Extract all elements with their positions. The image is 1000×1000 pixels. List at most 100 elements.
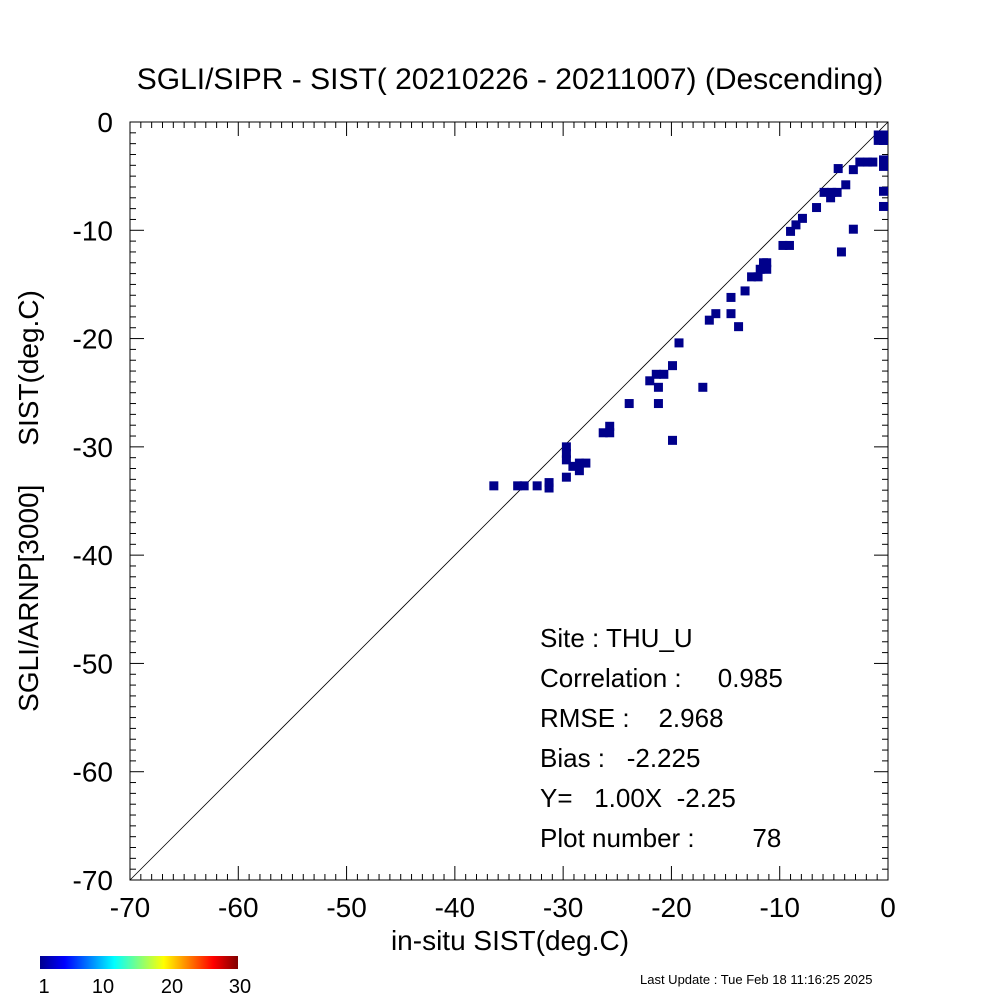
y-tick-label: -30 xyxy=(73,432,113,463)
data-point xyxy=(704,315,714,325)
stat-line: Y= 1.00X -2.25 xyxy=(540,783,736,813)
y-tick-label: 0 xyxy=(97,107,113,138)
data-point xyxy=(605,421,615,431)
x-tick-label: -10 xyxy=(759,892,799,923)
colorbar-tick-label: 1 xyxy=(38,976,49,998)
data-point xyxy=(755,264,765,274)
y-tick-label: -20 xyxy=(73,324,113,355)
data-point xyxy=(873,130,883,140)
y-tick-label: -10 xyxy=(73,215,113,246)
major-ticks xyxy=(129,121,889,881)
data-point xyxy=(568,461,578,471)
data-point xyxy=(848,224,858,234)
last-update-text: Last Update : Tue Feb 18 11:16:25 2025 xyxy=(640,972,873,987)
x-tick-label: -60 xyxy=(218,892,258,923)
tick-labels: -70 -60 -50 -40 -30 -20 -10 0 -70 -60 -50 -40 -30 -20… xyxy=(73,107,896,923)
stat-line: Bias : -2.225 xyxy=(540,743,700,773)
stat-line: Correlation : 0.985 xyxy=(540,663,783,693)
data-point xyxy=(747,272,757,282)
data-point xyxy=(624,399,634,409)
x-tick-label: 0 xyxy=(880,892,896,923)
data-point xyxy=(674,338,684,348)
stat-line: Plot number : 78 xyxy=(540,823,781,853)
data-point xyxy=(668,361,678,371)
data-point xyxy=(855,157,865,167)
data-point xyxy=(574,458,584,468)
data-point xyxy=(762,258,772,268)
one-to-one-line xyxy=(129,121,889,881)
data-point xyxy=(879,155,888,165)
data-point xyxy=(605,428,615,438)
data-point xyxy=(827,187,837,197)
colorbar-tick-label: 10 xyxy=(92,976,114,998)
y-tick-label: -60 xyxy=(73,757,113,788)
data-point xyxy=(841,180,851,190)
data-point xyxy=(879,201,888,211)
chart-title: SGLI/SIPR - SIST( 20210226 - 20211007) (… xyxy=(137,63,884,96)
data-point xyxy=(653,382,663,392)
data-point xyxy=(561,455,571,465)
colorbar-labels: 1 10 20 30 xyxy=(38,976,251,998)
data-point xyxy=(848,165,858,175)
data-point xyxy=(879,130,888,140)
y-axis-label: SGLI/ARNP[3000] SIST(deg.C) xyxy=(13,290,44,712)
data-point xyxy=(812,203,822,213)
data-point xyxy=(740,286,750,296)
data-point xyxy=(653,399,663,409)
data-point xyxy=(519,481,529,491)
data-point xyxy=(879,186,888,196)
data-point xyxy=(832,187,842,197)
x-tick-label: -70 xyxy=(110,892,150,923)
data-point xyxy=(819,187,829,197)
data-points xyxy=(489,130,888,493)
data-point xyxy=(791,220,801,230)
data-point xyxy=(651,369,661,379)
data-point xyxy=(873,135,883,145)
data-point xyxy=(797,213,807,223)
x-tick-label: -50 xyxy=(326,892,366,923)
data-point xyxy=(532,481,542,491)
data-point xyxy=(645,376,655,386)
data-point xyxy=(862,157,872,167)
data-point xyxy=(826,193,836,203)
data-point xyxy=(753,272,763,282)
colorbar-tick-label: 30 xyxy=(229,976,251,998)
data-point xyxy=(544,483,554,493)
stats-block: Site : THU_U Correlation : 0.985 RMSE : 2.… xyxy=(540,623,783,853)
data-point xyxy=(598,428,608,438)
data-point xyxy=(561,442,571,452)
data-point xyxy=(574,466,584,476)
data-point xyxy=(786,226,796,236)
stat-line: Site : THU_U xyxy=(540,623,693,653)
data-point xyxy=(778,240,788,250)
data-point xyxy=(879,161,888,171)
data-point xyxy=(836,247,846,257)
y-tick-label: -50 xyxy=(73,648,113,679)
colorbar xyxy=(40,956,238,969)
x-tick-label: -20 xyxy=(651,892,691,923)
data-point xyxy=(561,472,571,482)
data-point xyxy=(726,309,736,319)
data-point xyxy=(561,448,571,458)
x-tick-label: -40 xyxy=(435,892,475,923)
data-point xyxy=(581,458,591,468)
data-point xyxy=(668,435,678,445)
y-tick-label: -70 xyxy=(73,865,113,896)
x-axis-label: in-situ SIST(deg.C) xyxy=(391,925,629,956)
data-point xyxy=(711,309,721,319)
x-tick-label: -30 xyxy=(543,892,583,923)
colorbar-tick-label: 20 xyxy=(161,976,183,998)
data-point xyxy=(879,135,888,145)
data-point xyxy=(698,382,708,392)
data-point xyxy=(489,481,499,491)
data-point xyxy=(734,322,744,332)
stat-line: RMSE : 2.968 xyxy=(540,703,724,733)
data-point xyxy=(868,157,878,167)
data-point xyxy=(726,292,736,302)
data-point xyxy=(659,369,669,379)
data-point xyxy=(513,481,523,491)
data-point xyxy=(544,478,554,488)
data-point xyxy=(762,264,772,274)
y-tick-label: -40 xyxy=(73,540,113,571)
